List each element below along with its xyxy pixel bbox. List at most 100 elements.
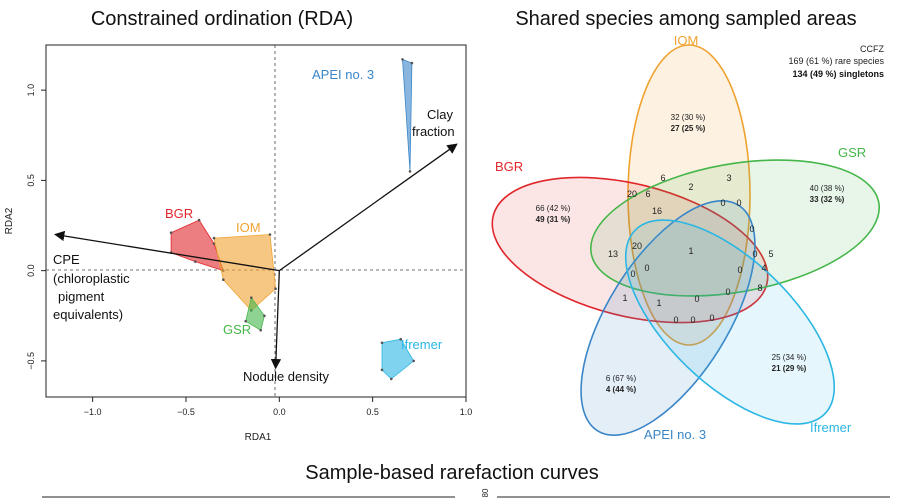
rarefaction-title: Sample-based rarefaction curves: [305, 462, 598, 484]
rda-x-axis: −1.0 −0.5 0.0 0.5 1.0: [84, 397, 472, 417]
venn-overlap: 16: [652, 206, 662, 216]
sample-point: [259, 328, 263, 332]
arrow-label-clay-2: fraction: [412, 124, 455, 139]
venn-overlap: 0: [752, 249, 757, 259]
sample-point: [410, 61, 414, 65]
venn-overlap-counts: 6 3 20 6 2 16 0 0 13 20 1 0 5 0 4 0 8 1 …: [608, 173, 774, 325]
venn-set-ifremer: [624, 219, 836, 425]
venn-summary-1: CCFZ: [860, 44, 884, 54]
rda-y-label: RDA2: [4, 207, 15, 234]
arrow-label-clay-1: Clay: [427, 107, 454, 122]
rarefaction-y-tick: 80: [481, 488, 490, 497]
rda-y-axis: 1.0 0.5 0.0 −0.5: [26, 84, 46, 370]
sample-point: [212, 236, 216, 240]
sample-point: [194, 260, 197, 263]
arrow-label-cpe-3: pigment: [58, 289, 105, 304]
venn-unique-gsr-total: 40 (38 %): [810, 184, 845, 193]
arrow-label-cpe-4: equivalents): [53, 307, 123, 322]
sample-point: [197, 218, 201, 222]
sample-point: [274, 287, 277, 291]
venn-overlap: 1: [688, 246, 693, 256]
venn-overlap: 0: [737, 265, 742, 275]
rda-x-label: RDA1: [245, 432, 272, 443]
venn-unique-iom-singletons: 27 (25 %): [671, 124, 706, 133]
arrow-clay: [278, 143, 458, 272]
venn-summary-3: 134 (49 %) singletons: [792, 69, 884, 79]
venn-overlap: 2: [688, 182, 693, 192]
x-tick-label: −1.0: [84, 407, 102, 417]
y-tick-label: 1.0: [26, 84, 36, 97]
venn-unique-ifremer-total: 25 (34 %): [772, 353, 807, 362]
venn-overlap: 6: [645, 189, 650, 199]
venn-overlap: 13: [608, 249, 618, 259]
venn-label-ifremer: Ifremer: [810, 420, 852, 435]
x-tick-label: 0.5: [366, 407, 379, 417]
y-tick-label: 0.0: [26, 264, 36, 277]
arrow-label-nodule: Nodule density: [243, 369, 329, 384]
venn-ellipses: [491, 44, 881, 436]
sample-point: [212, 242, 216, 245]
venn-overlap: 1: [656, 298, 661, 308]
venn-unique-bgr-singletons: 49 (31 %): [536, 215, 571, 224]
venn-overlap: 0: [749, 224, 754, 234]
rda-arrows: [54, 143, 458, 370]
hull-iom: [213, 234, 277, 311]
venn-overlap: 8: [757, 283, 762, 293]
arrow-cpe: [54, 230, 280, 272]
x-tick-label: −0.5: [177, 407, 195, 417]
venn-overlap: 0: [630, 269, 635, 279]
venn-label-gsr: GSR: [838, 145, 866, 160]
rda-label-apei: APEI no. 3: [312, 67, 374, 82]
venn-unique-iom-total: 32 (30 %): [671, 113, 706, 122]
venn-overlap: 3: [726, 173, 731, 183]
hull-ifremer: [381, 338, 415, 380]
sample-point: [401, 58, 404, 61]
venn-label-iom: IOM: [674, 33, 699, 48]
venn-overlap: 20: [627, 189, 637, 199]
venn-unique-ifremer-singletons: 21 (29 %): [772, 364, 807, 373]
rda-hulls: [169, 58, 416, 381]
sample-point: [412, 359, 416, 363]
sample-point: [169, 231, 173, 234]
venn-set-bgr: [491, 176, 769, 324]
venn-unique-apei-singletons: 4 (44 %): [606, 385, 637, 394]
venn-title: Shared species among sampled areas: [515, 8, 856, 30]
venn-summary-2: 169 (61 %) rare species: [788, 56, 884, 66]
rda-plot-frame: [45, 44, 467, 398]
venn-overlap: 0: [709, 313, 714, 323]
y-tick-label: 0.5: [26, 174, 36, 187]
arrow-nodule: [270, 270, 282, 370]
venn-overlap: 0: [725, 287, 730, 297]
sample-point: [390, 377, 393, 381]
venn-overlap: 0: [720, 198, 725, 208]
rda-label-iom: IOM: [236, 220, 261, 235]
venn-overlap: 0: [690, 315, 695, 325]
sample-point: [250, 296, 253, 300]
sample-point: [263, 314, 266, 318]
venn-unique-apei-total: 6 (67 %): [606, 374, 637, 383]
rda-label-gsr: GSR: [223, 322, 251, 337]
venn-unique-counts: 32 (30 %) 27 (25 %) 66 (42 %) 49 (31 %) …: [536, 113, 845, 394]
venn-overlap: 4: [761, 263, 766, 273]
venn-overlap: 6: [660, 173, 665, 183]
x-tick-label: 0.0: [273, 407, 286, 417]
sample-point: [408, 170, 412, 173]
hull-apei-no-3: [402, 58, 413, 172]
rda-label-ifremer: Ifremer: [401, 337, 443, 352]
rda-label-bgr: BGR: [165, 206, 193, 221]
venn-overlap: 0: [673, 315, 678, 325]
venn-unique-gsr-singletons: 33 (32 %): [810, 195, 845, 204]
sample-point: [399, 337, 403, 341]
y-tick-label: −0.5: [26, 352, 36, 370]
sample-point: [244, 319, 247, 323]
sample-point: [222, 278, 225, 282]
venn-overlap: 0: [694, 294, 699, 304]
venn-set-iom: [627, 44, 751, 346]
venn-unique-bgr-total: 66 (42 %): [536, 204, 571, 213]
venn-label-bgr: BGR: [495, 159, 523, 174]
venn-set-apei: [580, 200, 756, 436]
venn-overlap: 5: [768, 249, 773, 259]
venn-overlap: 0: [644, 263, 649, 273]
sample-point: [380, 368, 384, 372]
